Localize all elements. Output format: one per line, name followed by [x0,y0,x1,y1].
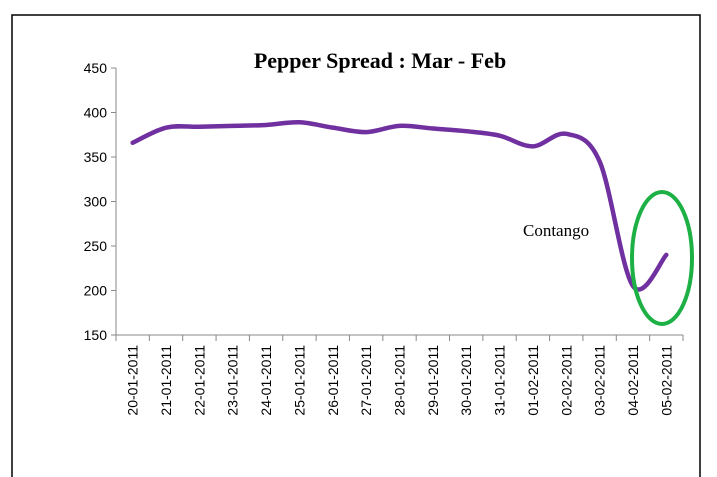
x-tick-label: 30-01-2011 [458,345,474,416]
x-tick-label: 31-01-2011 [492,345,508,416]
x-tick-label: 24-01-2011 [258,345,274,416]
y-tick-label: 300 [84,194,108,210]
x-tick-label: 23-01-2011 [225,345,241,416]
x-tick-label: 29-01-2011 [425,345,441,416]
chart-title: Pepper Spread : Mar - Feb [254,48,506,73]
chart-frame [11,14,701,477]
annotation: Contango [523,221,589,240]
highlight-ellipse [630,190,694,326]
x-tick-label: 01-02-2011 [525,345,541,416]
x-tick-label: 05-02-2011 [658,345,674,416]
x-tick-label: 20-01-2011 [125,345,141,416]
x-tick-label: 21-01-2011 [158,345,174,416]
x-tick-label: 02-02-2011 [558,345,574,416]
x-tick-label: 28-01-2011 [392,345,408,416]
x-tick-label: 27-01-2011 [358,345,374,416]
x-tick-label: 25-01-2011 [291,345,307,416]
x-tick-label: 03-02-2011 [592,345,608,416]
y-tick-label: 250 [84,238,108,254]
x-tick-label: 04-02-2011 [625,345,641,416]
y-tick-label: 400 [84,105,108,121]
series-line [130,120,669,292]
y-tick-label: 450 [84,60,108,76]
y-tick-label: 200 [84,283,108,299]
y-tick-label: 150 [84,327,108,343]
y-tick-label: 350 [84,149,108,165]
x-tick-label: 26-01-2011 [325,345,341,416]
x-tick-label: 22-01-2011 [191,345,207,416]
